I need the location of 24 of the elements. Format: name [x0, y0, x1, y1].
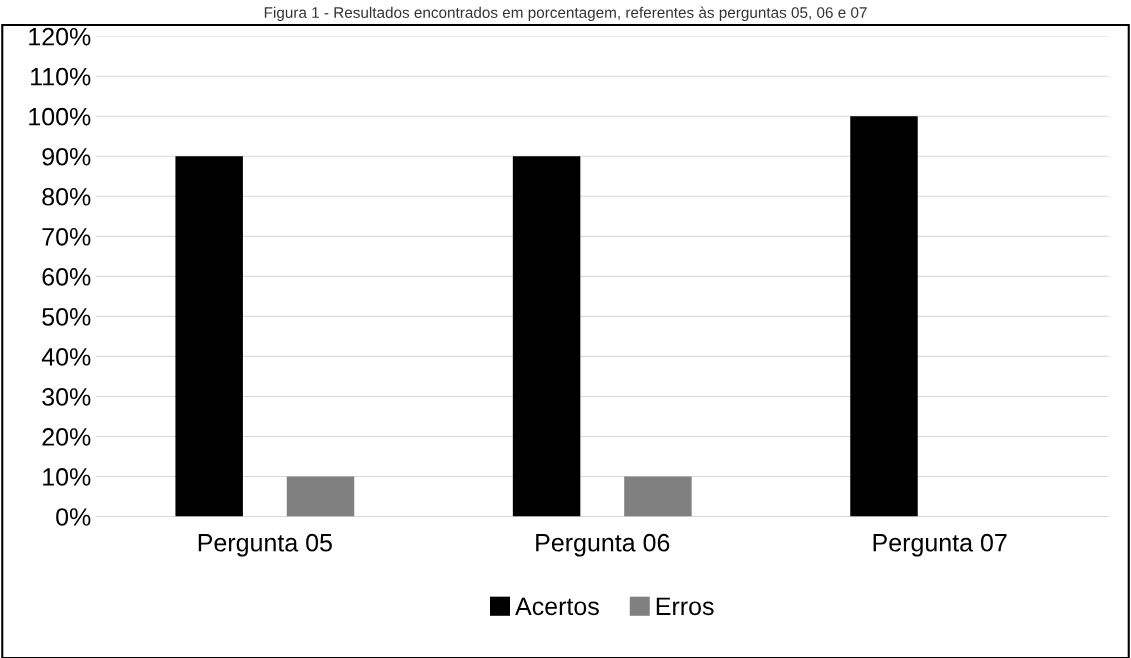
y-tick-label: 40%	[41, 348, 91, 366]
y-tick-label: 120%	[29, 27, 91, 46]
y-tick-label: 60%	[42, 267, 91, 286]
y-tick-label: 20%	[42, 428, 91, 446]
y-tick-label: 50%	[42, 307, 91, 326]
y-tick-label: 70%	[42, 227, 91, 246]
bar	[624, 476, 692, 517]
bar	[286, 476, 355, 517]
x-tick-label: Pergunta 05	[198, 533, 332, 557]
x-tick-label: Pergunta 06	[536, 533, 670, 557]
y-tick-label: 30%	[42, 388, 91, 406]
bar	[850, 116, 918, 517]
bar	[175, 156, 243, 517]
chart-title: Figura 1 - Resultados encontrados em porcentagem, referentes às perguntas 05, 06 e 07	[264, 6, 867, 21]
y-tick-label: 110%	[31, 67, 91, 86]
y-tick-label: 10%	[43, 468, 91, 486]
y-tick-label: 100%	[29, 107, 91, 126]
legend-label: Acertos	[515, 597, 599, 616]
y-tick-label: 90%	[42, 147, 91, 166]
legend-label: Erros	[656, 597, 714, 616]
y-tick-label: 0%	[56, 508, 91, 526]
y-tick-label: 80%	[42, 187, 91, 206]
bar	[512, 156, 581, 517]
x-tick-label: Pergunta 07	[873, 533, 1007, 557]
